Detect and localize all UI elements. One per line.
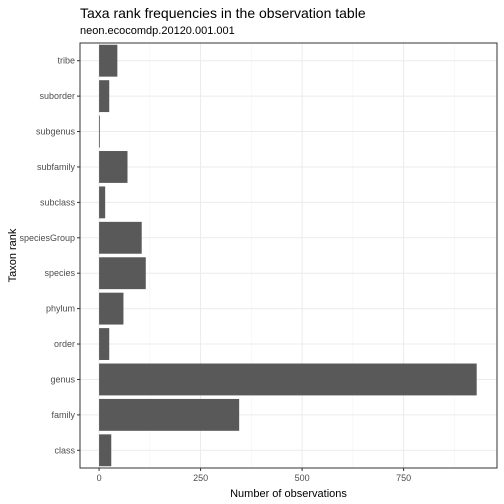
bar-class xyxy=(99,434,112,467)
plot-panel xyxy=(79,42,498,469)
y-tick-label: speciesGroup xyxy=(19,233,75,243)
chart-title: Taxa rank frequencies in the observation… xyxy=(80,5,366,21)
y-tick-label: order xyxy=(54,339,75,349)
bars xyxy=(99,44,477,467)
bar-suborder xyxy=(99,80,110,113)
x-tick-label: 0 xyxy=(97,473,102,483)
bar-subclass xyxy=(99,186,106,219)
y-tick-label: genus xyxy=(50,374,75,384)
y-tick-label: phylum xyxy=(46,304,75,314)
x-axis: 0 250 500 750 xyxy=(97,468,411,483)
y-axis-title: Taxon rank xyxy=(7,228,19,282)
y-axis: class family genus order phylum species specie… xyxy=(19,56,80,455)
bar-species xyxy=(99,257,146,290)
bar-tribe xyxy=(99,44,118,77)
bar-speciesGroup xyxy=(99,221,142,254)
x-tick-label: 750 xyxy=(396,473,411,483)
bar-subfamily xyxy=(99,151,128,183)
y-tick-label: species xyxy=(44,268,75,278)
y-tick-label: subgenus xyxy=(36,127,76,137)
y-tick-label: subfamily xyxy=(37,162,76,172)
panel-border xyxy=(79,42,498,469)
bar-phylum xyxy=(99,292,124,325)
y-tick-label: subclass xyxy=(40,197,76,207)
y-tick-label: family xyxy=(51,410,75,420)
bar-order xyxy=(99,328,110,360)
y-tick-label: class xyxy=(54,445,75,455)
bar-family xyxy=(99,398,240,431)
x-tick-label: 500 xyxy=(295,473,310,483)
y-tick-label: suborder xyxy=(39,91,75,101)
grid-minor xyxy=(149,43,455,468)
x-axis-title: Number of observations xyxy=(230,488,347,500)
chart-subtitle: neon.ecocomdp.20120.001.001 xyxy=(80,25,235,37)
y-tick-label: tribe xyxy=(57,56,75,66)
bar-subgenus xyxy=(99,115,100,148)
bar-genus xyxy=(99,363,477,396)
x-tick-label: 250 xyxy=(193,473,208,483)
